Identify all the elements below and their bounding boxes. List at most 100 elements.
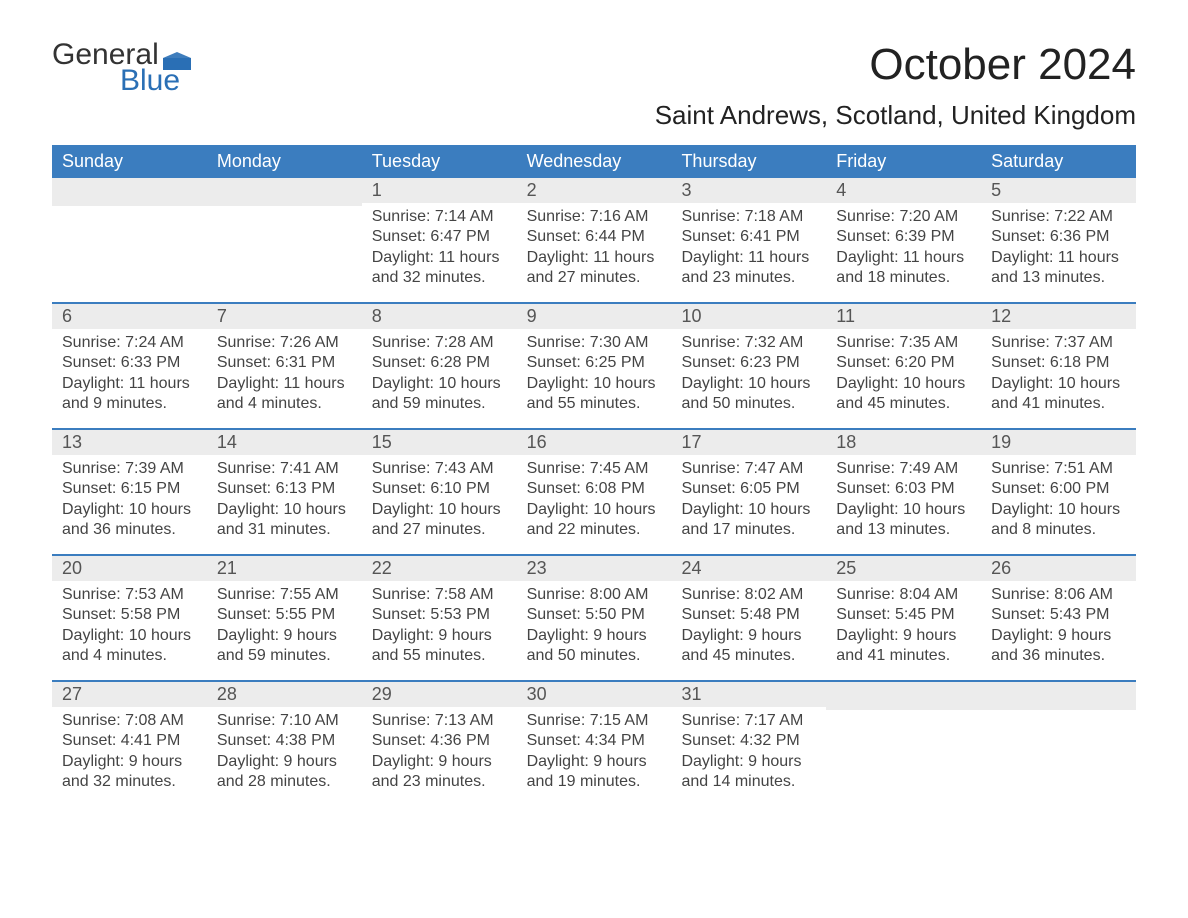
sunrise-line: Sunrise: 7:49 AM: [836, 459, 971, 479]
day-body: Sunrise: 7:28 AMSunset: 6:28 PMDaylight:…: [372, 333, 507, 415]
sunrise-line: Sunrise: 7:37 AM: [991, 333, 1126, 353]
daylight-line-1: Daylight: 9 hours: [681, 752, 816, 772]
day-body: Sunrise: 7:24 AMSunset: 6:33 PMDaylight:…: [62, 333, 197, 415]
sunset-line: Sunset: 6:18 PM: [991, 353, 1126, 373]
day-number: 25: [826, 556, 981, 581]
sunrise-line: Sunrise: 7:45 AM: [527, 459, 662, 479]
day-cell: 5Sunrise: 7:22 AMSunset: 6:36 PMDaylight…: [981, 178, 1136, 302]
sunset-line: Sunset: 4:36 PM: [372, 731, 507, 751]
day-number: 3: [671, 178, 826, 203]
dow-saturday: Saturday: [981, 145, 1136, 178]
sunset-line: Sunset: 4:32 PM: [681, 731, 816, 751]
daylight-line-1: Daylight: 11 hours: [991, 248, 1126, 268]
day-number: 4: [826, 178, 981, 203]
daylight-line-2: and 9 minutes.: [62, 394, 197, 414]
day-body: Sunrise: 8:06 AMSunset: 5:43 PMDaylight:…: [991, 585, 1126, 667]
daylight-line-2: and 31 minutes.: [217, 520, 352, 540]
day-cell: 3Sunrise: 7:18 AMSunset: 6:41 PMDaylight…: [671, 178, 826, 302]
day-cell-empty: [826, 682, 981, 806]
calendar-page: General Blue October 2024 Saint Andrews,…: [0, 0, 1188, 836]
sunrise-line: Sunrise: 7:24 AM: [62, 333, 197, 353]
daylight-line-2: and 36 minutes.: [991, 646, 1126, 666]
daylight-line-2: and 36 minutes.: [62, 520, 197, 540]
day-cell: 18Sunrise: 7:49 AMSunset: 6:03 PMDayligh…: [826, 430, 981, 554]
day-number: 28: [207, 682, 362, 707]
week-row: 6Sunrise: 7:24 AMSunset: 6:33 PMDaylight…: [52, 302, 1136, 428]
day-cell: 21 Sunrise: 7:55 AMSunset: 5:55 PMDayligh…: [207, 556, 362, 680]
daylight-line-1: Daylight: 10 hours: [681, 374, 816, 394]
day-of-week-header: Sunday Monday Tuesday Wednesday Thursday…: [52, 145, 1136, 178]
sunset-line: Sunset: 5:55 PM: [217, 605, 352, 625]
sunrise-line: Sunrise: 7:20 AM: [836, 207, 971, 227]
day-cell: 9Sunrise: 7:30 AMSunset: 6:25 PMDaylight…: [517, 304, 672, 428]
daylight-line-2: and 4 minutes.: [217, 394, 352, 414]
daylight-line-2: and 59 minutes.: [372, 394, 507, 414]
sunrise-line: Sunrise: 7:13 AM: [372, 711, 507, 731]
day-cell: 31 Sunrise: 7:17 AMSunset: 4:32 PMDayligh…: [671, 682, 826, 806]
day-number: 7: [207, 304, 362, 329]
daylight-line-2: and 4 minutes.: [62, 646, 197, 666]
week-row: 20Sunrise: 7:53 AMSunset: 5:58 PMDayligh…: [52, 554, 1136, 680]
sunset-line: Sunset: 6:44 PM: [527, 227, 662, 247]
day-cell: 25Sunrise: 8:04 AMSunset: 5:45 PMDayligh…: [826, 556, 981, 680]
daylight-line-1: Daylight: 10 hours: [527, 500, 662, 520]
day-body: Sunrise: 7:55 AMSunset: 5:55 PMDaylight:…: [217, 585, 352, 667]
daylight-line-2: and 14 minutes.: [681, 772, 816, 792]
sunrise-line: Sunrise: 7:22 AM: [991, 207, 1126, 227]
sunset-line: Sunset: 6:25 PM: [527, 353, 662, 373]
dow-wednesday: Wednesday: [517, 145, 672, 178]
day-cell: 17Sunrise: 7:47 AMSunset: 6:05 PMDayligh…: [671, 430, 826, 554]
dow-tuesday: Tuesday: [362, 145, 517, 178]
day-number: 21: [207, 556, 362, 581]
day-body: Sunrise: 7:16 AMSunset: 6:44 PMDaylight:…: [527, 207, 662, 289]
sunset-line: Sunset: 5:53 PM: [372, 605, 507, 625]
daylight-line-2: and 41 minutes.: [836, 646, 971, 666]
day-number: 1: [362, 178, 517, 203]
daylight-line-2: and 23 minutes.: [681, 268, 816, 288]
daylight-line-2: and 22 minutes.: [527, 520, 662, 540]
daylight-line-1: Daylight: 10 hours: [836, 374, 971, 394]
day-number: 2: [517, 178, 672, 203]
day-body: Sunrise: 7:17 AMSunset: 4:32 PMDaylight:…: [681, 711, 816, 793]
daylight-line-2: and 55 minutes.: [372, 646, 507, 666]
day-body: Sunrise: 7:58 AMSunset: 5:53 PMDaylight:…: [372, 585, 507, 667]
sunrise-line: Sunrise: 8:06 AM: [991, 585, 1126, 605]
day-number: 15: [362, 430, 517, 455]
day-body: Sunrise: 7:13 AMSunset: 4:36 PMDaylight:…: [372, 711, 507, 793]
day-cell: 11Sunrise: 7:35 AMSunset: 6:20 PMDayligh…: [826, 304, 981, 428]
daylight-line-1: Daylight: 10 hours: [836, 500, 971, 520]
day-cell: 15Sunrise: 7:43 AMSunset: 6:10 PMDayligh…: [362, 430, 517, 554]
sunset-line: Sunset: 6:47 PM: [372, 227, 507, 247]
daylight-line-1: Daylight: 10 hours: [372, 500, 507, 520]
sunrise-line: Sunrise: 7:53 AM: [62, 585, 197, 605]
daylight-line-1: Daylight: 10 hours: [991, 500, 1126, 520]
brand-word-2: Blue: [120, 66, 191, 96]
day-cell: 7Sunrise: 7:26 AMSunset: 6:31 PMDaylight…: [207, 304, 362, 428]
daylight-line-2: and 59 minutes.: [217, 646, 352, 666]
day-body: Sunrise: 7:20 AMSunset: 6:39 PMDaylight:…: [836, 207, 971, 289]
daylight-line-1: Daylight: 9 hours: [372, 626, 507, 646]
daylight-line-1: Daylight: 11 hours: [836, 248, 971, 268]
day-number: 13: [52, 430, 207, 455]
sunset-line: Sunset: 6:31 PM: [217, 353, 352, 373]
sunrise-line: Sunrise: 7:16 AM: [527, 207, 662, 227]
day-cell: 6Sunrise: 7:24 AMSunset: 6:33 PMDaylight…: [52, 304, 207, 428]
day-cell: 12Sunrise: 7:37 AMSunset: 6:18 PMDayligh…: [981, 304, 1136, 428]
day-number: 31: [671, 682, 826, 707]
sunset-line: Sunset: 6:05 PM: [681, 479, 816, 499]
sunrise-line: Sunrise: 7:08 AM: [62, 711, 197, 731]
daylight-line-2: and 50 minutes.: [681, 394, 816, 414]
sunrise-line: Sunrise: 7:35 AM: [836, 333, 971, 353]
day-cell-empty: [207, 178, 362, 302]
daylight-line-1: Daylight: 9 hours: [991, 626, 1126, 646]
day-cell: 13 Sunrise: 7:39 AMSunset: 6:15 PMDayligh…: [52, 430, 207, 554]
day-number: [52, 178, 207, 206]
day-body: Sunrise: 7:14 AMSunset: 6:47 PMDaylight:…: [372, 207, 507, 289]
day-number: 29: [362, 682, 517, 707]
day-number: 27: [52, 682, 207, 707]
daylight-line-1: Daylight: 11 hours: [372, 248, 507, 268]
day-number: 23: [517, 556, 672, 581]
day-cell: 22Sunrise: 7:58 AMSunset: 5:53 PMDayligh…: [362, 556, 517, 680]
sunrise-line: Sunrise: 7:43 AM: [372, 459, 507, 479]
day-body: Sunrise: 7:39 AMSunset: 6:15 PMDaylight:…: [62, 459, 197, 541]
